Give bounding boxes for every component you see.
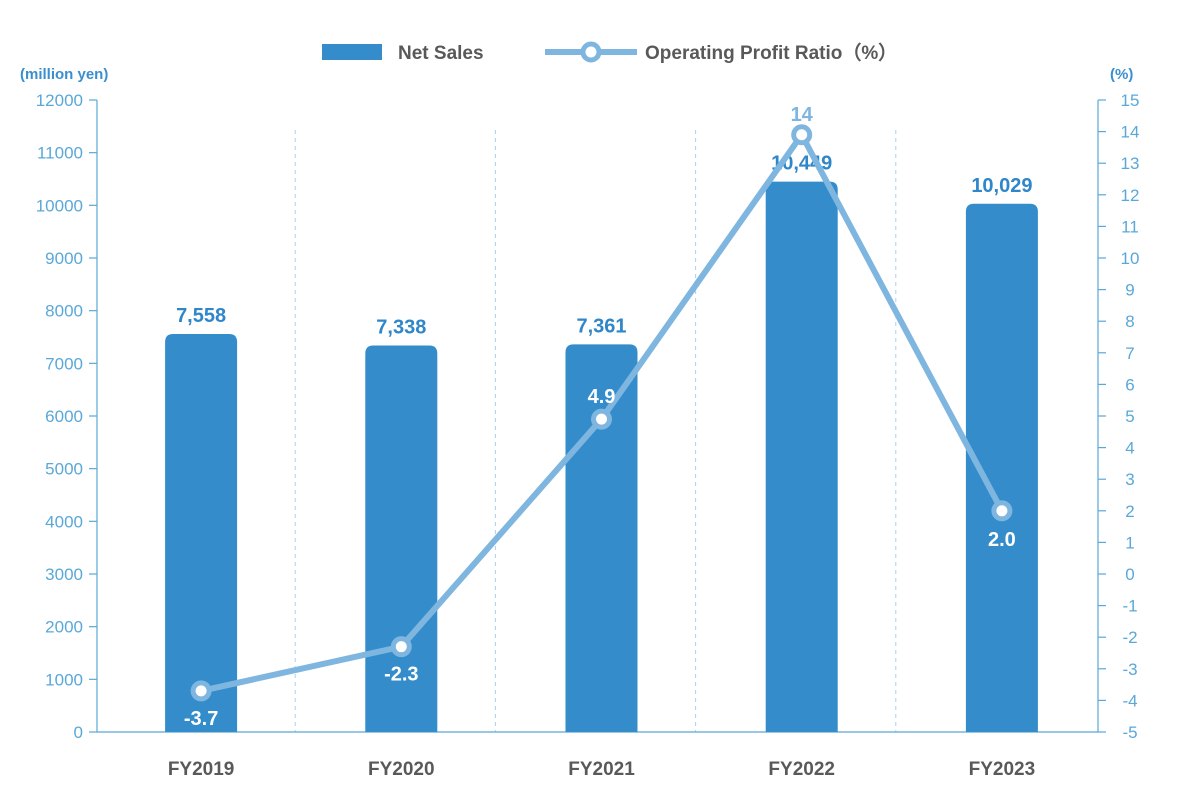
- line-value-label: 2.0: [988, 529, 1016, 551]
- bar-fy2022: [765, 181, 838, 732]
- line-point-fy2022: [791, 124, 813, 146]
- legend-label-operating-profit-ratio: Operating Profit Ratio（%）: [645, 41, 897, 64]
- bar-value-label: 10,029: [971, 175, 1032, 197]
- legend: Net Sales Operating Profit Ratio（%）: [322, 41, 897, 64]
- line-labels: -3.7 -2.3 4.9 14 2.0: [184, 104, 1016, 730]
- legend-label-net-sales: Net Sales: [398, 43, 484, 64]
- bar-value-label: 7,361: [576, 315, 626, 337]
- left-tick-label: 8000: [45, 302, 83, 321]
- bar-fy2023: [965, 203, 1038, 732]
- right-tick-label: -3: [1122, 660, 1137, 679]
- right-tick-label: 13: [1121, 154, 1140, 173]
- left-tick-label: 10000: [36, 196, 83, 215]
- right-tick-label: 10: [1121, 249, 1140, 268]
- left-tick-label: 1000: [45, 670, 83, 689]
- line-value-label: 4.9: [588, 386, 616, 408]
- left-tick-label: 5000: [45, 460, 83, 479]
- category-label-fy2023: FY2023: [969, 759, 1036, 780]
- bar-series: [165, 181, 1038, 732]
- right-tick-label: -4: [1122, 691, 1137, 710]
- right-tick-label: 14: [1121, 123, 1140, 142]
- bar-value-label: 7,338: [376, 317, 426, 339]
- right-tick-label: 0: [1125, 565, 1134, 584]
- right-tick-label: -1: [1122, 597, 1137, 616]
- left-tick-label: 2000: [45, 618, 83, 637]
- line-point-fy2019: [190, 680, 212, 702]
- category-label-fy2021: FY2021: [568, 759, 635, 780]
- right-tick-label: -2: [1122, 628, 1137, 647]
- right-tick-label: 11: [1121, 217, 1139, 236]
- legend-swatch-net-sales: [322, 44, 382, 60]
- right-tick-label: 7: [1125, 344, 1134, 363]
- left-tick-label: 11000: [37, 144, 83, 163]
- right-tick-label: 15: [1121, 91, 1140, 110]
- category-label-fy2020: FY2020: [368, 759, 435, 780]
- left-tick-label: 9000: [45, 249, 83, 268]
- left-axis: 0 1000 2000 3000 4000 5000 6000 7000 8000 9000 100…: [36, 91, 1098, 742]
- category-label-fy2019: FY2019: [168, 759, 235, 780]
- right-tick-label: 5: [1125, 407, 1134, 426]
- line-point-fy2023: [991, 500, 1013, 522]
- left-tick-label: 4000: [45, 512, 83, 531]
- line-value-label: -3.7: [184, 708, 218, 730]
- bar-value-label: 7,558: [176, 305, 226, 327]
- left-axis-unit-label: (million yen): [20, 66, 108, 83]
- category-labels: FY2019 FY2020 FY2021 FY2022 FY2023: [168, 759, 1035, 780]
- left-tick-label: 3000: [45, 565, 83, 584]
- right-tick-label: 8: [1125, 312, 1134, 331]
- right-axis-unit-label: (%): [1110, 66, 1133, 83]
- right-tick-label: 1: [1125, 533, 1134, 552]
- line-point-fy2021: [591, 408, 612, 430]
- line-point-fy2020: [390, 636, 412, 658]
- right-tick-label: 2: [1125, 502, 1134, 521]
- right-tick-label: 6: [1125, 375, 1134, 394]
- right-tick-label: 12: [1121, 186, 1140, 205]
- right-tick-label: 3: [1125, 470, 1134, 489]
- legend-marker-operating-profit: [580, 41, 602, 63]
- category-label-fy2022: FY2022: [768, 759, 835, 780]
- right-tick-label: 9: [1125, 281, 1134, 300]
- left-tick-label: 0: [74, 723, 83, 742]
- line-series: [190, 124, 1013, 702]
- right-tick-label: 4: [1125, 439, 1134, 458]
- line-value-label: 14: [791, 104, 814, 126]
- bar-fy2019: [165, 333, 238, 732]
- right-tick-label: -5: [1122, 723, 1137, 742]
- left-tick-label: 6000: [45, 407, 83, 426]
- bar-fy2020: [365, 345, 438, 732]
- line-value-label: -2.3: [384, 664, 418, 686]
- left-tick-label: 12000: [36, 91, 83, 110]
- left-tick-label: 7000: [45, 354, 83, 373]
